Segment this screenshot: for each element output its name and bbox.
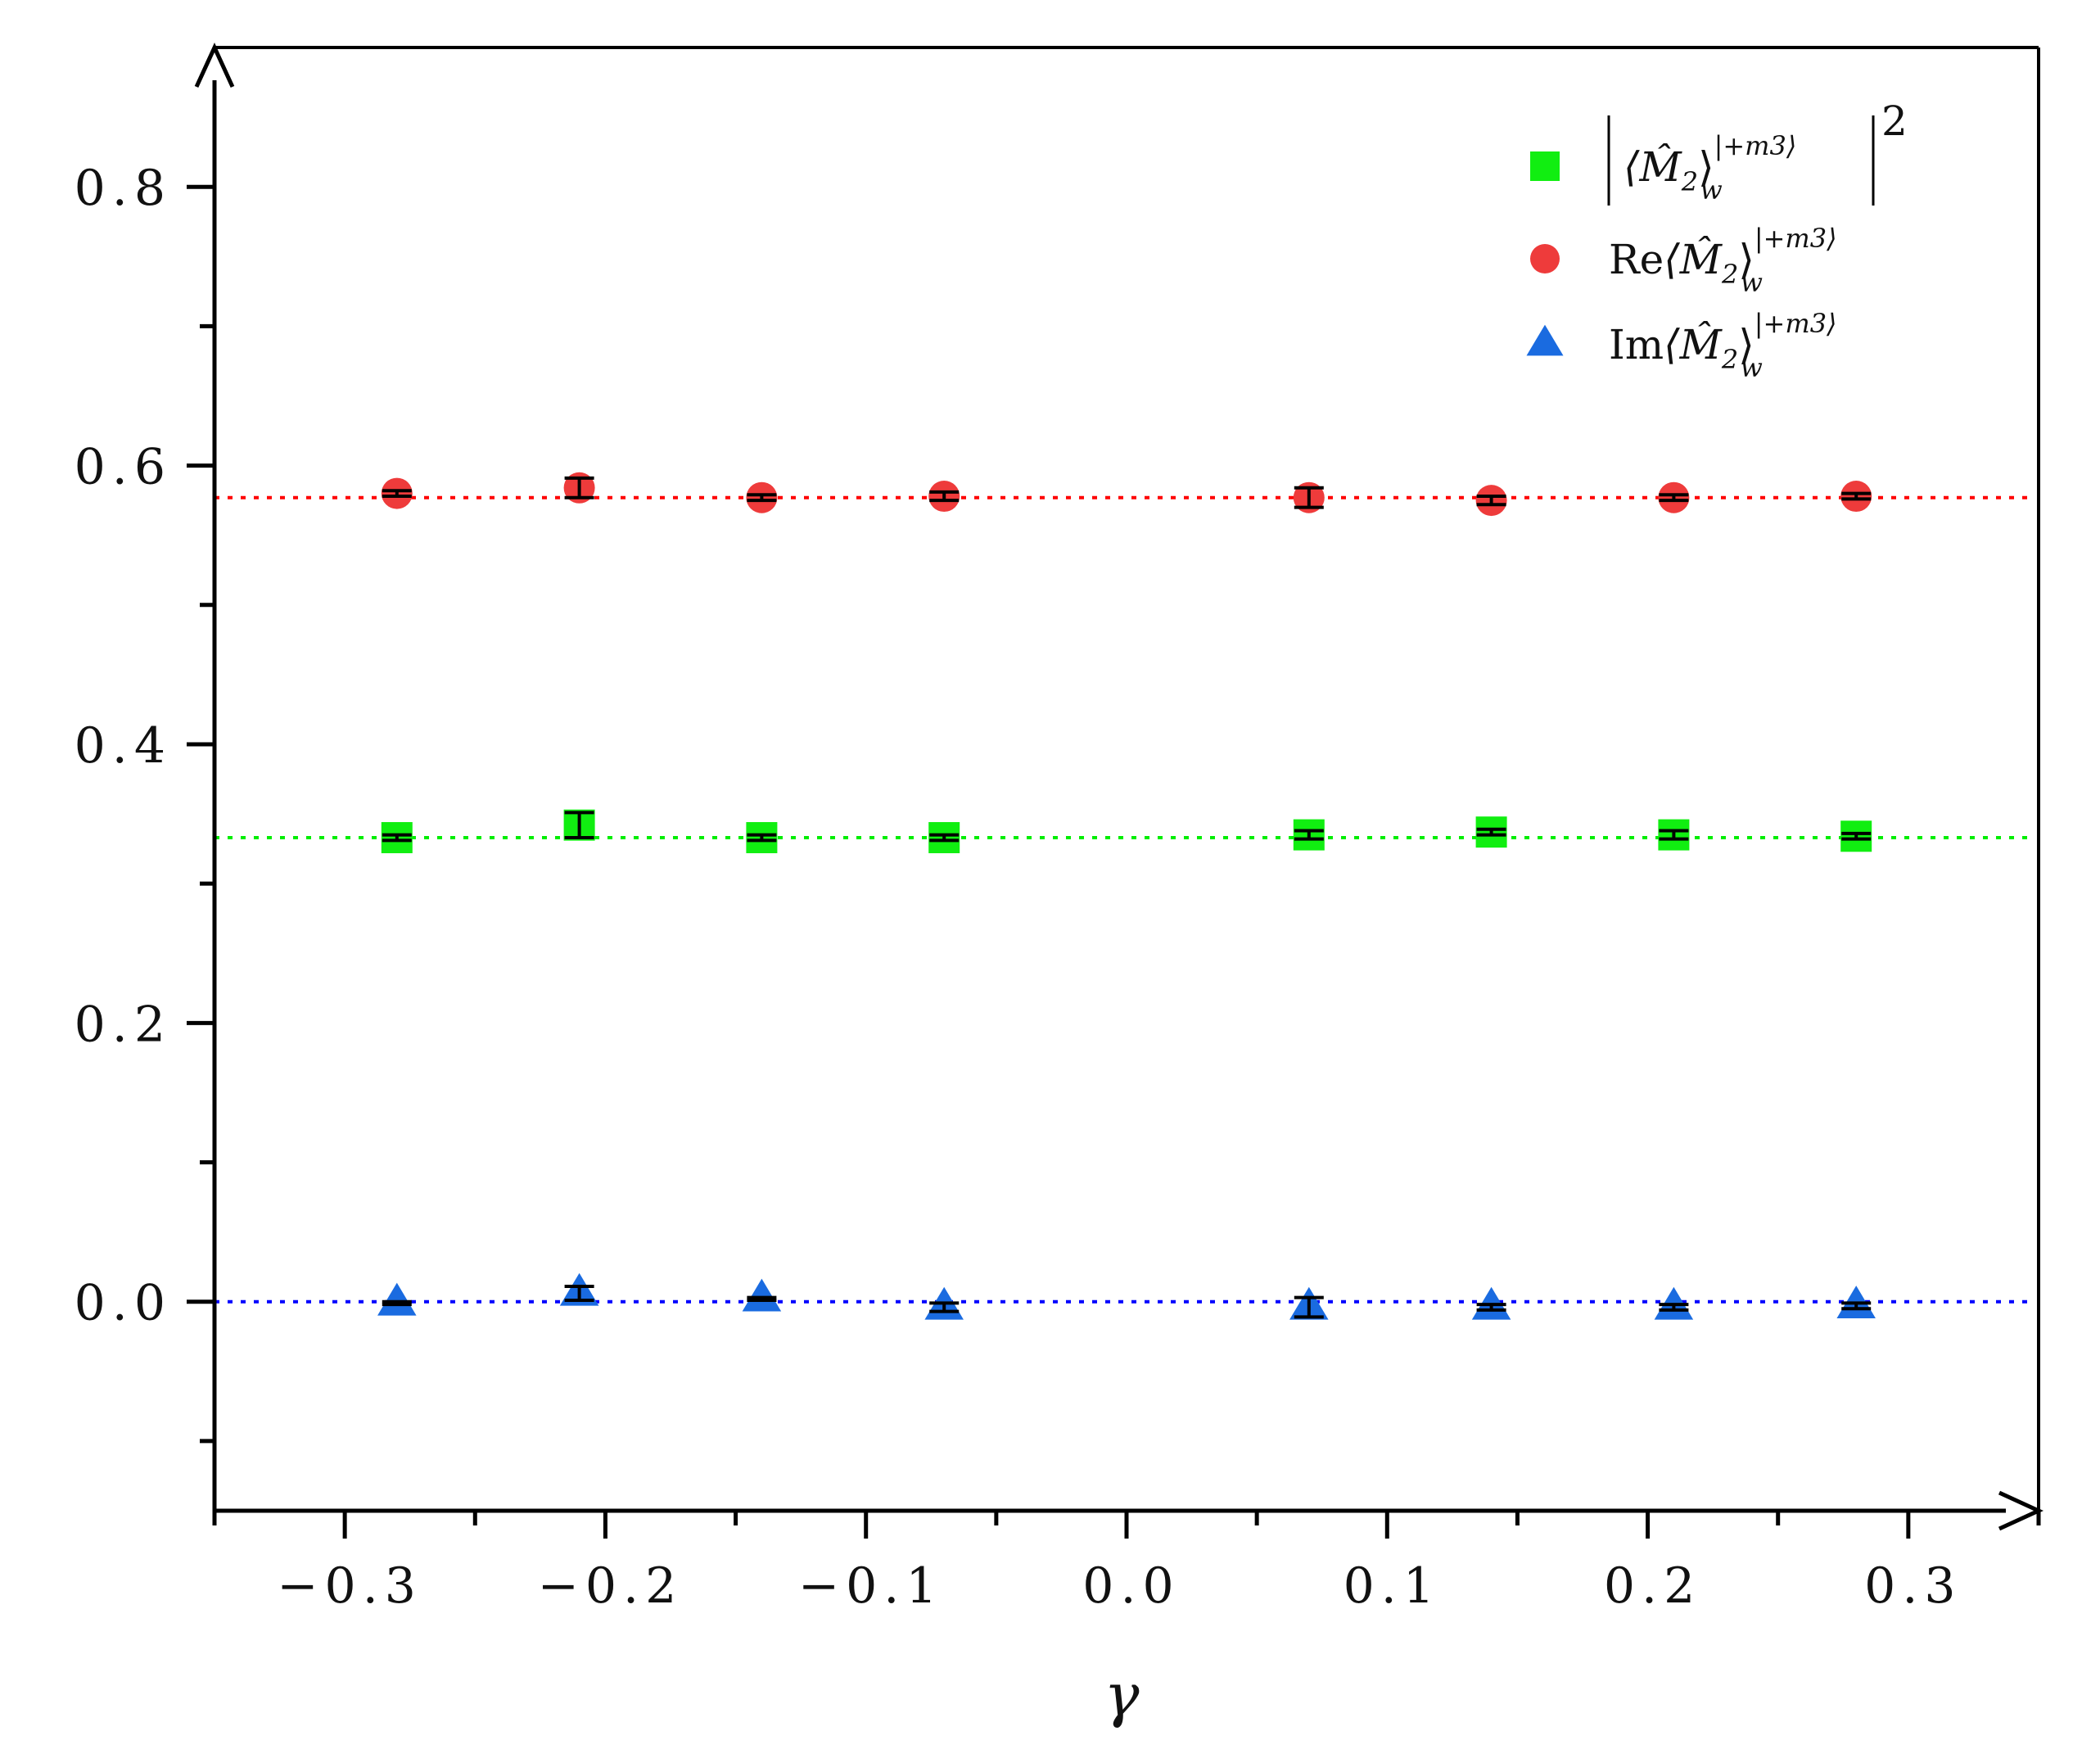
- legend-power: 2: [1881, 97, 1908, 145]
- y-axis-ticks: 0.0 0.2 0.4 0.6 0.8: [75, 160, 215, 1444]
- x-axis-ticks: −0.3 −0.2 −0.1 0.0 0.1 0.2 0.3: [212, 1511, 2041, 1615]
- x-axis-label: γ: [1104, 1661, 1140, 1729]
- series-circle: [381, 472, 1872, 517]
- plot-series: [377, 472, 1876, 1320]
- x-tick-label: −0.1: [798, 1557, 944, 1615]
- series-triangle: [377, 1272, 1876, 1320]
- reference-lines: [215, 495, 2032, 1304]
- y-tick-label: 0.8: [75, 160, 172, 217]
- series-square: [381, 809, 1872, 853]
- legend-label: Im⟨M̂2⟩|+m3⟩ w: [1609, 308, 1837, 383]
- y-tick-label: 0.6: [75, 439, 172, 496]
- data-point: [377, 1282, 417, 1316]
- legend: ⟨M̂2⟩|+m3⟩ w 2 Re⟨M̂2⟩|+m3⟩ w Im⟨M̂2⟩|+m3⟩ w: [1526, 97, 1908, 383]
- legend-marker: [1530, 244, 1560, 273]
- y-tick-label: 0.4: [75, 717, 172, 775]
- axes: [194, 42, 2044, 1531]
- legend-marker: [1530, 151, 1560, 181]
- y-tick-label: 0.2: [75, 996, 172, 1053]
- x-tick-label: −0.2: [538, 1557, 684, 1615]
- x-tick-label: 0.1: [1344, 1557, 1441, 1615]
- y-tick-label: 0.0: [75, 1275, 172, 1332]
- legend-label: Re⟨M̂2⟩|+m3⟩ w: [1609, 223, 1837, 298]
- x-tick-label: −0.3: [277, 1557, 422, 1615]
- x-tick-label: 0.0: [1082, 1557, 1180, 1615]
- x-tick-label: 0.2: [1604, 1557, 1701, 1615]
- data-point: [742, 1278, 782, 1312]
- legend-marker: [1526, 324, 1564, 356]
- y-axis-arrow: [194, 42, 235, 88]
- legend-label: ⟨M̂2⟩|+m3⟩ w: [1624, 130, 1796, 206]
- x-tick-label: 0.3: [1864, 1557, 1962, 1615]
